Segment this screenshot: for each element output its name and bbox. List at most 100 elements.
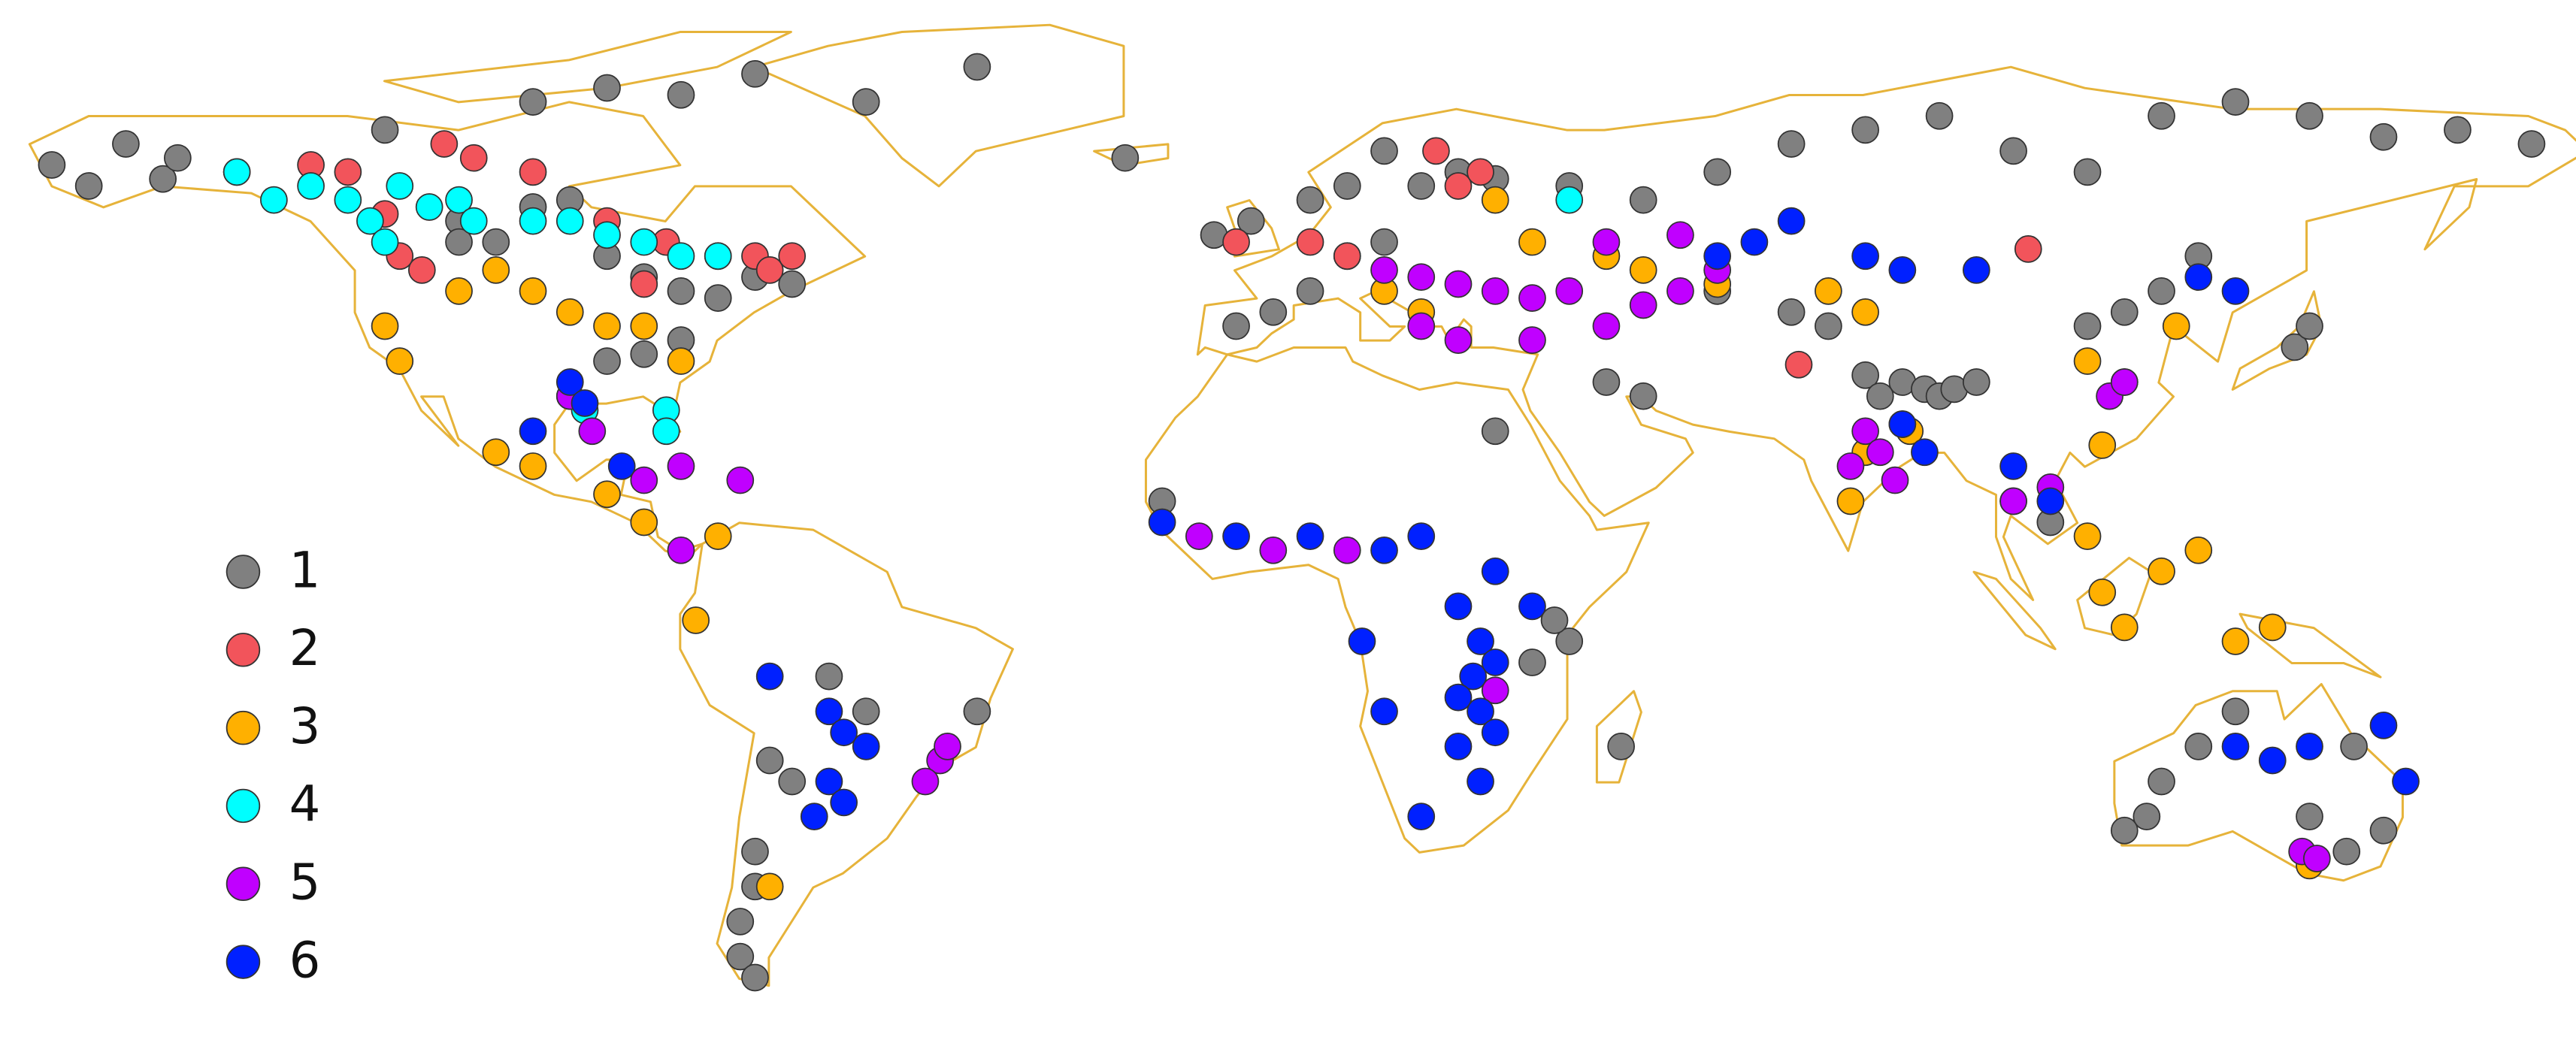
- point: [356, 207, 384, 235]
- point: [2296, 312, 2323, 340]
- legend-label: 2: [289, 620, 321, 677]
- point: [1703, 242, 1732, 271]
- point: [630, 340, 658, 368]
- point: [667, 242, 695, 271]
- point: [482, 438, 510, 467]
- point: [1444, 326, 1473, 354]
- point: [2184, 536, 2213, 564]
- point: [1296, 277, 1324, 305]
- point: [934, 732, 961, 760]
- point: [1370, 228, 1398, 256]
- point: [852, 88, 880, 116]
- point: [2148, 277, 2175, 305]
- point: [815, 767, 843, 796]
- point: [2258, 746, 2287, 775]
- south-america: [680, 523, 1013, 986]
- point: [1851, 298, 1879, 326]
- point: [2073, 347, 2102, 375]
- point: [815, 697, 843, 726]
- point: [2221, 88, 2250, 116]
- point: [630, 312, 658, 340]
- point: [1407, 172, 1436, 200]
- point: [667, 277, 695, 305]
- point: [1555, 277, 1584, 305]
- point: [555, 368, 584, 396]
- point: [1467, 627, 1494, 655]
- point: [445, 186, 473, 214]
- point: [667, 80, 695, 109]
- point: [2517, 130, 2546, 158]
- point: [667, 452, 695, 480]
- point: [74, 172, 103, 200]
- legend-label: 1: [289, 542, 321, 599]
- point: [2369, 712, 2398, 739]
- point: [2221, 277, 2250, 305]
- point: [1481, 277, 1509, 305]
- japan: [2232, 292, 2321, 390]
- point: [2148, 101, 2175, 130]
- uk: [1227, 200, 1279, 256]
- point: [2036, 487, 2065, 515]
- point: [652, 417, 680, 446]
- point: [1407, 803, 1436, 830]
- point: [963, 53, 991, 81]
- point: [2296, 732, 2323, 760]
- point: [667, 536, 695, 564]
- point: [682, 606, 710, 634]
- point: [1444, 683, 1473, 712]
- point: [630, 270, 658, 298]
- point: [1444, 270, 1473, 298]
- legend-swatch: [226, 945, 261, 979]
- point: [555, 298, 584, 326]
- point: [1703, 158, 1732, 186]
- point: [2340, 732, 2368, 760]
- point: [1370, 137, 1398, 165]
- point: [741, 837, 769, 866]
- point: [519, 452, 547, 480]
- point: [2110, 816, 2139, 845]
- point: [2014, 235, 2042, 263]
- point: [741, 963, 769, 992]
- point: [1815, 312, 1842, 340]
- point: [519, 88, 547, 116]
- point: [386, 347, 414, 375]
- point: [704, 522, 732, 551]
- legend-label: 6: [289, 932, 321, 989]
- point: [1666, 221, 1694, 249]
- point: [1851, 417, 1879, 446]
- point: [519, 417, 547, 446]
- point: [578, 417, 607, 446]
- point: [778, 767, 807, 796]
- point: [1592, 312, 1621, 340]
- point: [2281, 333, 2309, 361]
- point: [1888, 410, 1917, 438]
- point: [593, 221, 621, 249]
- point: [593, 312, 621, 340]
- point: [593, 480, 621, 509]
- point: [1555, 627, 1584, 655]
- point: [1518, 228, 1546, 256]
- point: [1911, 438, 1939, 467]
- point: [1962, 368, 1990, 396]
- point: [1592, 228, 1621, 256]
- legend-swatch: [226, 710, 261, 745]
- point: [593, 347, 621, 375]
- legend: 1 2 3 4 5 6: [226, 542, 321, 989]
- point: [852, 732, 880, 760]
- point: [778, 270, 807, 298]
- point: [1333, 172, 1361, 200]
- point: [459, 207, 488, 235]
- point: [2110, 298, 2139, 326]
- point: [1784, 350, 1813, 379]
- point: [1370, 256, 1398, 284]
- point: [1629, 291, 1657, 319]
- point: [519, 158, 547, 186]
- point: [1259, 536, 1288, 564]
- point: [830, 788, 858, 817]
- point: [2296, 803, 2323, 830]
- point: [1467, 767, 1494, 796]
- point: [38, 151, 66, 179]
- point: [415, 193, 443, 221]
